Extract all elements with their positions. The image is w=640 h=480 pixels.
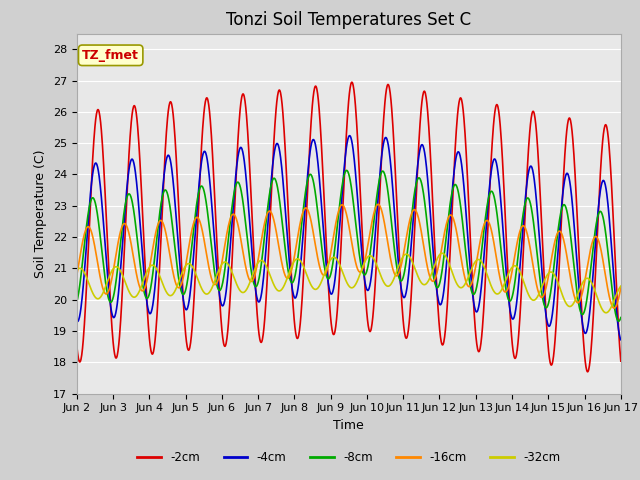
-16cm [255, 254, 262, 260]
-2cm [194, 219, 202, 225]
-4cm [346, 133, 353, 139]
Line: -32cm: -32cm [77, 253, 621, 313]
X-axis label: Time: Time [333, 419, 364, 432]
-32cm [255, 259, 262, 265]
-8cm [505, 297, 513, 302]
-8cm [614, 318, 622, 324]
-16cm [617, 285, 625, 291]
-32cm [553, 276, 561, 282]
-32cm [438, 251, 446, 256]
-8cm [255, 277, 262, 283]
-4cm [73, 318, 81, 324]
-32cm [433, 256, 441, 262]
-16cm [374, 202, 382, 207]
Title: Tonzi Soil Temperatures Set C: Tonzi Soil Temperatures Set C [226, 11, 472, 29]
-8cm [553, 240, 561, 246]
Y-axis label: Soil Temperature (C): Soil Temperature (C) [35, 149, 47, 278]
Line: -4cm: -4cm [77, 136, 621, 340]
-4cm [505, 295, 513, 301]
Line: -2cm: -2cm [77, 82, 621, 372]
-2cm [505, 283, 513, 288]
-16cm [505, 284, 513, 290]
Legend: -2cm, -4cm, -8cm, -16cm, -32cm: -2cm, -4cm, -8cm, -16cm, -32cm [132, 446, 565, 469]
-16cm [553, 233, 561, 239]
-32cm [602, 310, 610, 316]
-4cm [194, 196, 202, 202]
-8cm [194, 194, 202, 200]
-16cm [610, 305, 618, 311]
-32cm [180, 264, 188, 270]
-8cm [617, 315, 625, 321]
-8cm [434, 285, 442, 290]
-32cm [505, 271, 513, 276]
Line: -16cm: -16cm [77, 204, 621, 308]
Text: TZ_fmet: TZ_fmet [82, 49, 139, 62]
-16cm [434, 268, 442, 274]
-4cm [617, 337, 625, 343]
-8cm [180, 290, 188, 296]
-4cm [434, 292, 442, 298]
-2cm [617, 358, 625, 364]
-4cm [255, 299, 262, 305]
-32cm [617, 283, 625, 289]
-2cm [180, 318, 188, 324]
-16cm [194, 215, 202, 220]
-2cm [434, 297, 442, 302]
Line: -8cm: -8cm [77, 170, 621, 321]
-2cm [348, 79, 356, 85]
-32cm [73, 267, 81, 273]
-2cm [73, 343, 81, 348]
-32cm [194, 276, 202, 282]
-2cm [584, 369, 591, 375]
-8cm [343, 168, 351, 173]
-4cm [180, 303, 188, 309]
-16cm [180, 269, 188, 275]
-2cm [255, 328, 262, 334]
-16cm [73, 273, 81, 278]
-8cm [73, 299, 81, 305]
-4cm [553, 267, 561, 273]
-2cm [553, 315, 561, 321]
